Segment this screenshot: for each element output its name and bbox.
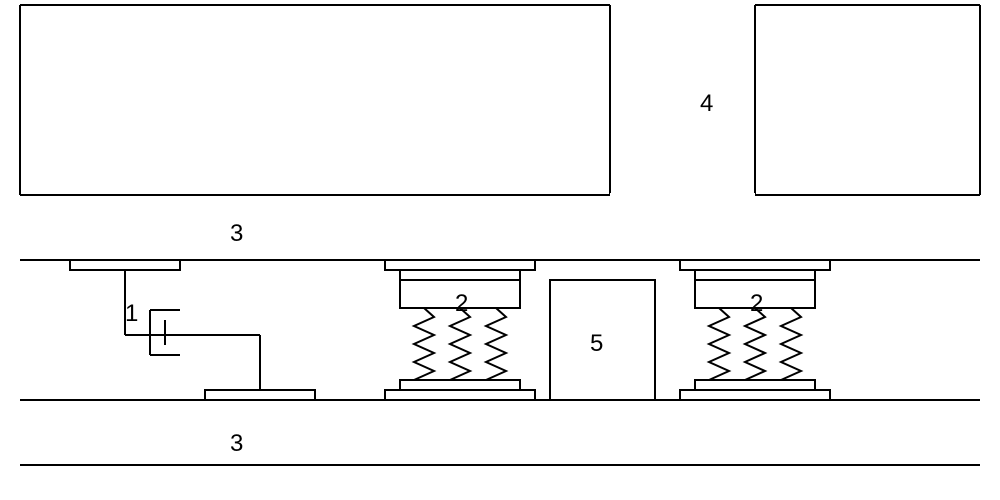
label-l3a: 3: [230, 220, 243, 248]
label-l2a: 2: [455, 290, 468, 318]
label-l2b: 2: [750, 290, 763, 318]
label-l1: 1: [125, 300, 138, 328]
schematic-diagram: [0, 0, 1000, 500]
label-l4: 4: [700, 90, 713, 118]
label-l5: 5: [590, 330, 603, 358]
label-l3b: 3: [230, 430, 243, 458]
